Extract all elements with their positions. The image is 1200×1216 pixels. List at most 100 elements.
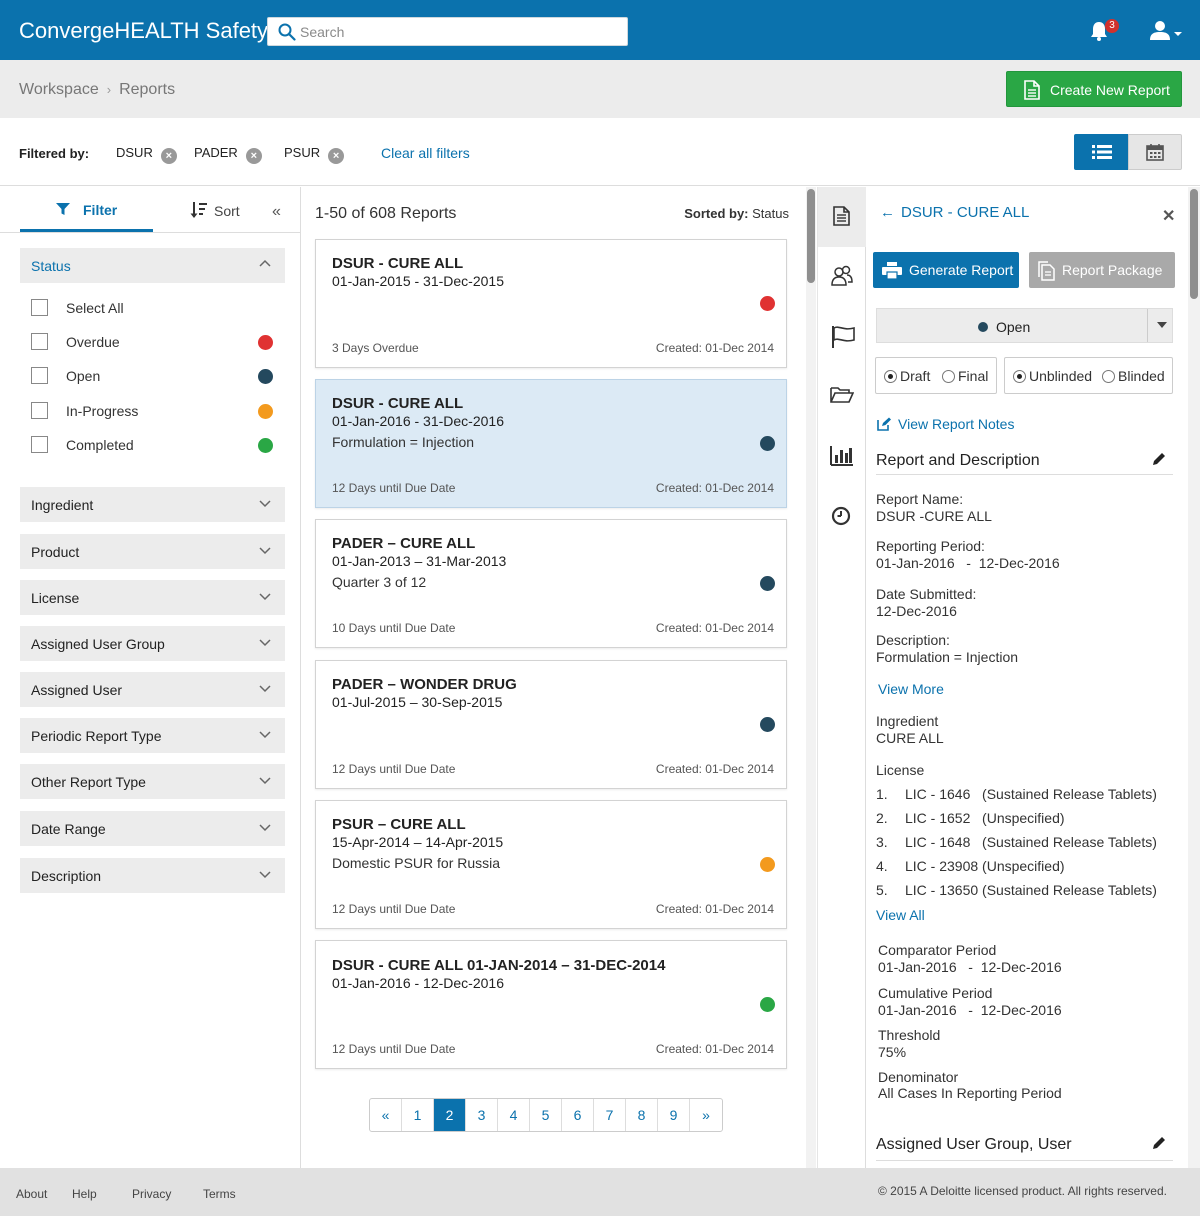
report-package-button[interactable]: Report Package [1029,252,1175,288]
radio-button[interactable] [1013,370,1026,383]
status-color-dot [258,404,273,419]
pencil-icon[interactable] [1152,1136,1166,1150]
pager-page-7[interactable]: 7 [594,1099,626,1131]
view-report-notes-link[interactable]: View Report Notes [877,416,1014,432]
pager-page-2[interactable]: 2 [434,1099,466,1131]
bell-icon[interactable] [1088,20,1110,42]
pager-page-3[interactable]: 3 [466,1099,498,1131]
rail-document[interactable] [818,187,866,247]
report-card[interactable]: PSUR – CURE ALL 15-Apr-2014 – 14-Apr-201… [315,800,787,929]
checkbox[interactable] [31,436,48,453]
detail-scrollbar[interactable] [1188,187,1200,1168]
app-brand[interactable]: ConvergeHEALTH Safety [19,18,269,43]
pencil-icon[interactable] [1152,452,1166,466]
pager-prev[interactable]: « [370,1099,402,1131]
rail-flag[interactable] [818,307,866,367]
breadcrumb-workspace[interactable]: Workspace [19,81,99,98]
checkbox[interactable] [31,299,48,316]
accordion-periodic-report-type[interactable]: Periodic Report Type [20,718,285,753]
calendar-view-button[interactable] [1128,134,1182,170]
status-option-in-progress[interactable]: In-Progress [31,401,281,421]
accordion-product[interactable]: Product [20,534,285,569]
report-detail-panel: ← DSUR - CURE ALL ✕ Generate Report Repor… [866,187,1200,1168]
list-view-button[interactable] [1074,134,1129,170]
footer-link-terms[interactable]: Terms [203,1187,236,1201]
accordion-other-report-type[interactable]: Other Report Type [20,764,285,799]
accordion-assigned-user[interactable]: Assigned User [20,672,285,707]
remove-chip-icon[interactable]: × [160,148,177,164]
footer-link-help[interactable]: Help [72,1187,97,1201]
view-more-link[interactable]: View More [878,681,944,697]
accordion-date-range[interactable]: Date Range [20,811,285,846]
rail-folder[interactable] [818,367,866,427]
status-option-completed[interactable]: Completed [31,435,281,455]
status-color-dot [258,369,273,384]
pager-page-9[interactable]: 9 [658,1099,690,1131]
checkbox[interactable] [31,367,48,384]
generate-report-button[interactable]: Generate Report [873,252,1019,288]
chevron-down-icon [259,500,271,508]
status-dropdown[interactable]: Open [876,308,1173,343]
tab-filter[interactable]: Filter [20,187,153,232]
status-option-label: Select All [66,300,124,316]
radio-final[interactable]: Final [942,368,988,384]
search-box[interactable] [267,17,628,46]
status-option-overdue[interactable]: Overdue [31,332,281,352]
clear-all-filters-link[interactable]: Clear all filters [381,145,470,161]
pager-next[interactable]: » [702,1107,710,1123]
accordion-assigned-user-group[interactable]: Assigned User Group [20,626,285,661]
collapse-panel-icon[interactable]: « [272,203,281,220]
tab-sort[interactable]: Sort [190,201,240,219]
report-card-selected[interactable]: DSUR - CURE ALL 01-Jan-2016 - 31-Dec-201… [315,379,787,508]
back-link[interactable]: ← DSUR - CURE ALL [880,204,1029,221]
status-option-select-all[interactable]: Select All [31,298,281,318]
radio-button[interactable] [884,370,897,383]
list-scrollbar[interactable] [806,187,816,1168]
radio-unblinded[interactable]: Unblinded [1013,368,1092,384]
cumulative-period-label: Cumulative Period [878,985,993,1001]
accordion-license[interactable]: License [20,580,285,615]
status-option-label: Overdue [66,334,120,350]
caret-down-icon[interactable] [1157,322,1167,328]
view-all-link[interactable]: View All [876,907,925,923]
status-option-label: Completed [66,437,134,453]
license-item: 1. LIC - 1646 (Sustained Release Tablets) [876,786,1157,802]
radio-button[interactable] [942,370,955,383]
accordion-ingredient[interactable]: Ingredient [20,487,285,522]
radio-draft[interactable]: Draft [884,368,930,384]
remove-chip-icon[interactable]: × [328,148,345,164]
radio-button[interactable] [1102,370,1115,383]
report-card[interactable]: PADER – WONDER DRUG 01-Jul-2015 – 30-Sep… [315,660,787,789]
pager-page-4[interactable]: 4 [498,1099,530,1131]
pager-page-5[interactable]: 5 [530,1099,562,1131]
accordion-status[interactable]: Status [20,248,285,283]
license-number: 1. [876,786,888,802]
report-card[interactable]: DSUR - CURE ALL 01-Jan-2015 - 31-Dec-201… [315,239,787,368]
radio-blinded[interactable]: Blinded [1102,368,1165,384]
pager-page-8[interactable]: 8 [626,1099,658,1131]
rail-chart[interactable] [818,427,866,487]
report-card[interactable]: DSUR - CURE ALL 01-JAN-2014 – 31-DEC-201… [315,940,787,1069]
search-input[interactable] [300,21,620,43]
pager-page-6[interactable]: 6 [562,1099,594,1131]
status-dot [978,322,988,332]
sorted-by-value[interactable]: Status [752,206,789,221]
accordion-description[interactable]: Description [20,858,285,893]
pager-page-1[interactable]: 1 [402,1099,434,1131]
report-card[interactable]: PADER – CURE ALL 01-Jan-2013 – 31-Mar-20… [315,519,787,648]
rail-users[interactable] [818,247,866,307]
scrollbar-thumb[interactable] [807,189,815,283]
remove-chip-icon[interactable]: × [245,148,262,164]
scrollbar-thumb[interactable] [1190,189,1198,299]
checkbox[interactable] [31,333,48,350]
status-option-open[interactable]: Open [31,366,281,386]
footer-link-about[interactable]: About [16,1187,48,1201]
rail-history[interactable] [818,487,866,547]
footer-link-privacy[interactable]: Privacy [132,1187,172,1201]
report-card-period: 01-Jan-2016 - 12-Dec-2016 [332,975,504,991]
user-icon[interactable] [1148,19,1184,43]
checkbox[interactable] [31,402,48,419]
create-new-report-button[interactable]: Create New Report [1006,71,1182,107]
close-icon[interactable]: ✕ [1162,208,1176,225]
documents-icon [1038,261,1055,281]
